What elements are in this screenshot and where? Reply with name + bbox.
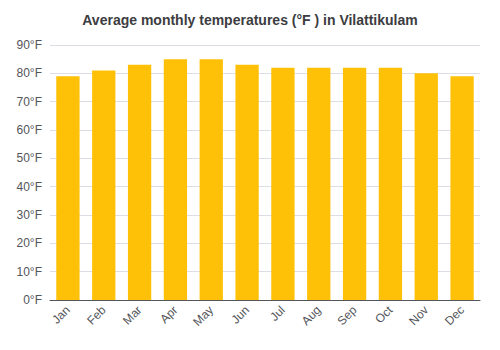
svg-text:Dec: Dec <box>442 303 467 328</box>
svg-text:90°F: 90°F <box>17 38 42 52</box>
svg-text:Nov: Nov <box>406 303 431 328</box>
svg-text:Feb: Feb <box>84 303 109 328</box>
svg-text:20°F: 20°F <box>17 236 42 250</box>
svg-text:Jul: Jul <box>267 303 288 324</box>
svg-text:Apr: Apr <box>157 303 180 326</box>
svg-text:May: May <box>190 303 216 329</box>
svg-text:30°F: 30°F <box>17 208 42 222</box>
svg-text:40°F: 40°F <box>17 180 42 194</box>
svg-text:Aug: Aug <box>299 303 324 328</box>
svg-text:Jan: Jan <box>49 303 73 327</box>
svg-text:10°F: 10°F <box>17 265 42 279</box>
svg-text:70°F: 70°F <box>17 95 42 109</box>
svg-text:Jun: Jun <box>228 303 252 327</box>
svg-text:80°F: 80°F <box>17 66 42 80</box>
svg-text:Oct: Oct <box>372 303 396 327</box>
svg-text:0°F: 0°F <box>23 293 42 307</box>
svg-text:60°F: 60°F <box>17 123 42 137</box>
svg-text:Mar: Mar <box>120 303 145 327</box>
svg-text:50°F: 50°F <box>17 151 42 165</box>
svg-text:Average monthly temperatures (: Average monthly temperatures (°F ) in Vi… <box>82 12 417 28</box>
svg-text:Sep: Sep <box>335 303 360 328</box>
